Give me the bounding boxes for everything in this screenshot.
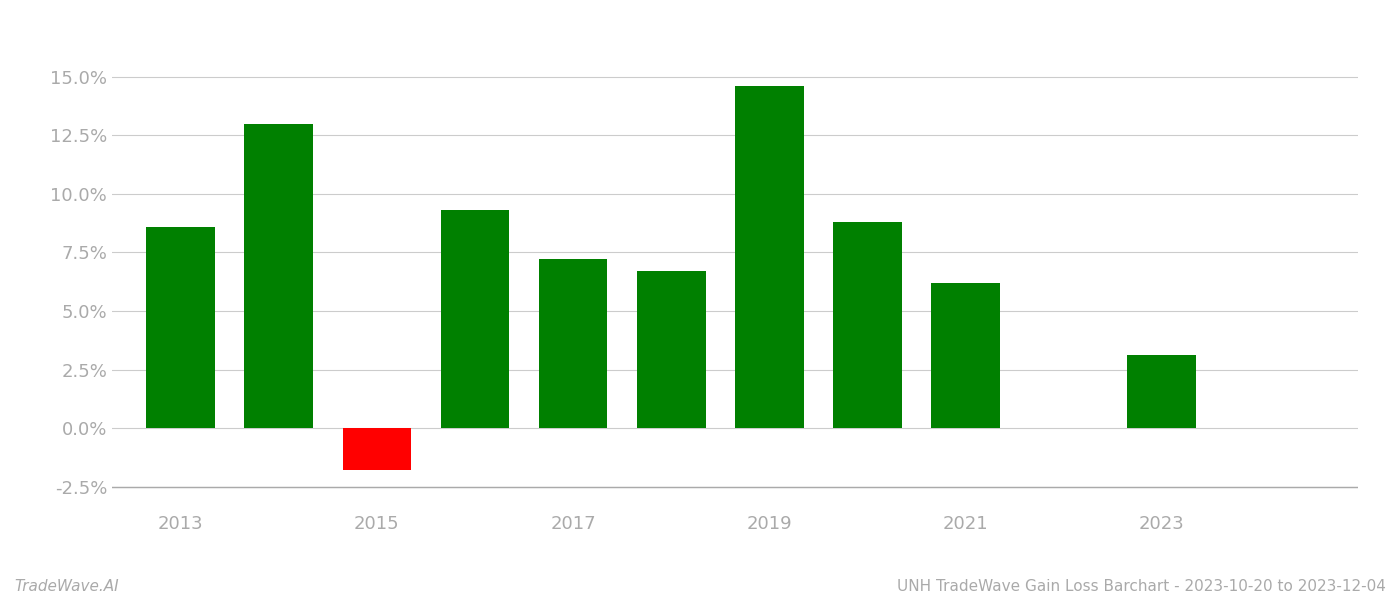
Bar (441, 210, 510, 428)
Bar (147, 227, 216, 428)
Bar (931, 283, 1000, 428)
Bar (833, 222, 902, 428)
Bar (735, 86, 804, 428)
Text: TradeWave.AI: TradeWave.AI (14, 579, 119, 594)
Bar (245, 124, 314, 428)
Text: UNH TradeWave Gain Loss Barchart - 2023-10-20 to 2023-12-04: UNH TradeWave Gain Loss Barchart - 2023-… (897, 579, 1386, 594)
Bar (343, 428, 412, 470)
Bar (539, 259, 608, 428)
Bar (1127, 355, 1196, 428)
Bar (637, 271, 706, 428)
